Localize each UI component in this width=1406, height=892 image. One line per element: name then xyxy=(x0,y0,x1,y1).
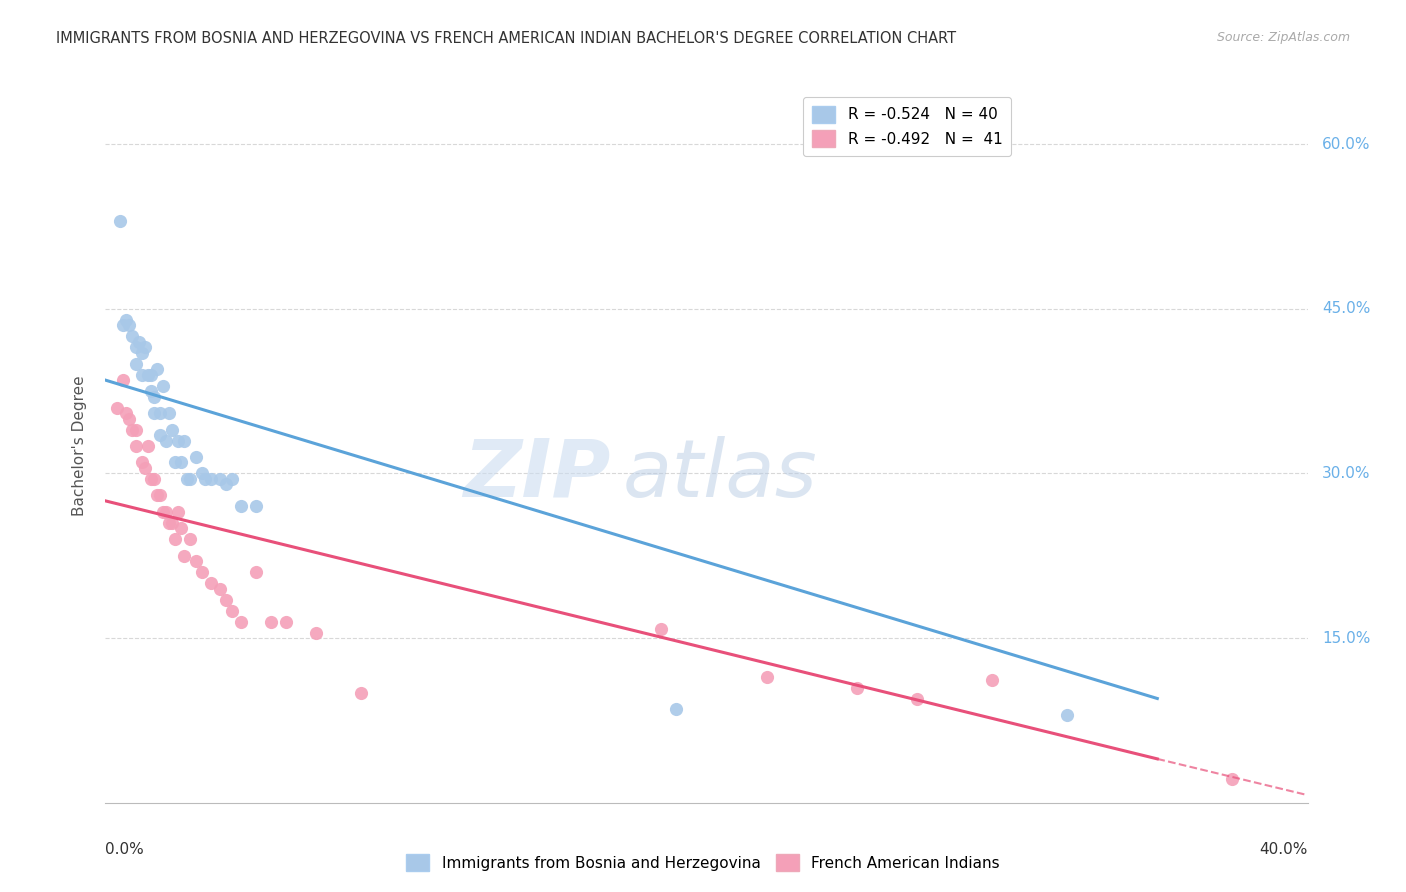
Point xyxy=(118,411,141,425)
Point xyxy=(176,472,198,486)
Point xyxy=(350,686,373,700)
Point xyxy=(136,439,159,453)
Point xyxy=(214,592,236,607)
Point xyxy=(148,406,170,420)
Point xyxy=(124,423,146,437)
Point xyxy=(208,472,231,486)
Legend: R = -0.524   N = 40, R = -0.492   N =  41: R = -0.524 N = 40, R = -0.492 N = 41 xyxy=(803,97,1011,156)
Text: 45.0%: 45.0% xyxy=(1322,301,1371,317)
Text: IMMIGRANTS FROM BOSNIA AND HERZEGOVINA VS FRENCH AMERICAN INDIAN BACHELOR'S DEGR: IMMIGRANTS FROM BOSNIA AND HERZEGOVINA V… xyxy=(56,31,956,46)
Point xyxy=(200,576,222,591)
Point xyxy=(139,368,162,382)
Point xyxy=(107,401,129,415)
Point xyxy=(134,461,156,475)
Point xyxy=(124,340,146,354)
Point xyxy=(166,505,188,519)
Point xyxy=(145,488,167,502)
Point xyxy=(845,681,868,695)
Point xyxy=(142,472,165,486)
Point xyxy=(124,357,146,371)
Point xyxy=(755,669,778,683)
Point xyxy=(179,472,201,486)
Point xyxy=(208,582,231,596)
Point xyxy=(160,516,183,530)
Point xyxy=(131,455,153,469)
Text: 40.0%: 40.0% xyxy=(1260,842,1308,857)
Point xyxy=(229,500,252,514)
Point xyxy=(128,334,150,349)
Point xyxy=(665,702,688,716)
Point xyxy=(157,516,180,530)
Text: 15.0%: 15.0% xyxy=(1322,631,1371,646)
Point xyxy=(112,318,135,333)
Text: 30.0%: 30.0% xyxy=(1322,466,1371,481)
Point xyxy=(148,488,170,502)
Point xyxy=(166,434,188,448)
Text: ZIP: ZIP xyxy=(463,435,610,514)
Point xyxy=(121,329,143,343)
Point xyxy=(1056,708,1078,723)
Point xyxy=(155,505,177,519)
Text: Source: ZipAtlas.com: Source: ZipAtlas.com xyxy=(1216,31,1350,45)
Point xyxy=(152,378,174,392)
Point xyxy=(221,604,243,618)
Point xyxy=(134,340,156,354)
Point xyxy=(221,472,243,486)
Point xyxy=(245,566,267,580)
Point xyxy=(260,615,283,629)
Point xyxy=(169,521,191,535)
Point xyxy=(145,362,167,376)
Point xyxy=(305,625,328,640)
Point xyxy=(155,434,177,448)
Text: atlas: atlas xyxy=(623,435,817,514)
Point xyxy=(131,345,153,359)
Point xyxy=(179,533,201,547)
Point xyxy=(115,312,138,326)
Point xyxy=(173,434,195,448)
Point xyxy=(131,368,153,382)
Point xyxy=(905,691,928,706)
Point xyxy=(194,472,217,486)
Point xyxy=(1222,772,1244,786)
Point xyxy=(139,384,162,398)
Point xyxy=(274,615,297,629)
Point xyxy=(121,423,143,437)
Point xyxy=(190,566,212,580)
Point xyxy=(163,455,186,469)
Point xyxy=(152,505,174,519)
Point xyxy=(160,423,183,437)
Text: 60.0%: 60.0% xyxy=(1322,136,1371,152)
Y-axis label: Bachelor's Degree: Bachelor's Degree xyxy=(72,376,87,516)
Point xyxy=(115,406,138,420)
Point xyxy=(245,500,267,514)
Point xyxy=(190,467,212,481)
Point xyxy=(184,450,207,464)
Point xyxy=(163,533,186,547)
Point xyxy=(981,673,1004,687)
Point xyxy=(650,623,672,637)
Point xyxy=(136,368,159,382)
Point xyxy=(148,428,170,442)
Point xyxy=(169,455,191,469)
Point xyxy=(110,214,132,228)
Text: 0.0%: 0.0% xyxy=(105,842,145,857)
Point xyxy=(112,373,135,387)
Point xyxy=(139,472,162,486)
Point xyxy=(157,406,180,420)
Point xyxy=(173,549,195,563)
Point xyxy=(214,477,236,491)
Point xyxy=(124,439,146,453)
Point xyxy=(118,318,141,333)
Point xyxy=(142,390,165,404)
Point xyxy=(200,472,222,486)
Point xyxy=(142,406,165,420)
Point xyxy=(229,615,252,629)
Point xyxy=(184,554,207,568)
Legend: Immigrants from Bosnia and Herzegovina, French American Indians: Immigrants from Bosnia and Herzegovina, … xyxy=(401,848,1005,877)
